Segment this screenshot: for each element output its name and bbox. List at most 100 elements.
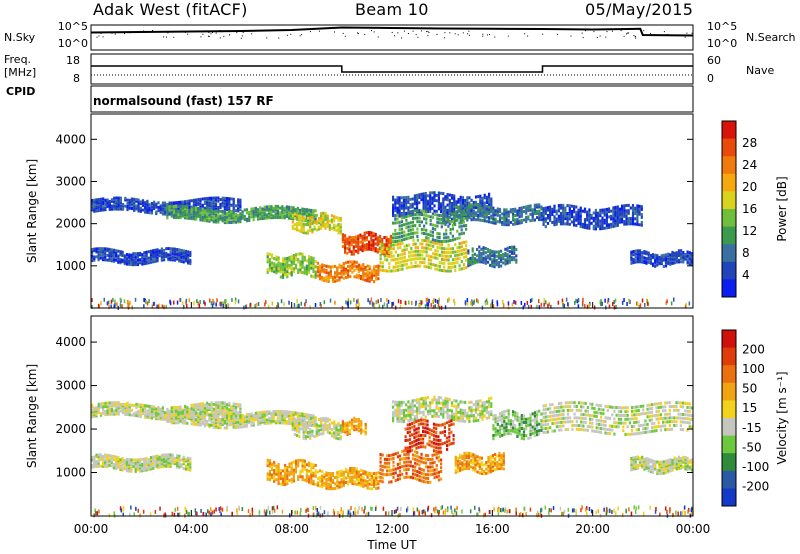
heat-cell xyxy=(181,213,184,216)
heat-cell xyxy=(310,208,313,212)
heat-cell xyxy=(296,217,299,221)
heat-cell xyxy=(360,423,363,427)
heat-cell xyxy=(579,209,582,213)
heat-cell xyxy=(440,412,443,416)
heat-cell xyxy=(398,239,401,243)
heat-cell xyxy=(398,411,401,415)
heat-cell xyxy=(261,209,264,213)
heat-cell xyxy=(627,222,630,226)
heat-cell xyxy=(146,201,149,205)
heat-cell xyxy=(217,421,220,425)
heat-cell xyxy=(680,255,683,259)
heat-cell xyxy=(252,218,255,222)
heat-cell xyxy=(353,262,356,266)
heat-cell xyxy=(119,258,122,262)
heat-cell xyxy=(682,258,685,262)
heat-cell xyxy=(328,422,331,426)
heat-cell xyxy=(315,429,318,433)
heat-cell xyxy=(172,414,176,418)
heat-cell xyxy=(224,299,226,304)
heat-cell xyxy=(214,401,218,405)
heat-cell xyxy=(193,301,195,306)
heat-cell xyxy=(284,273,287,277)
heat-cell xyxy=(296,411,299,415)
heat-cell xyxy=(479,203,482,207)
heat-cell xyxy=(188,412,191,416)
heat-cell xyxy=(355,265,358,269)
heat-cell xyxy=(257,208,260,212)
heat-cell xyxy=(456,250,459,253)
heat-cell xyxy=(347,269,350,273)
heat-cell xyxy=(281,260,285,264)
heat-cell xyxy=(426,210,430,214)
heat-cell xyxy=(442,404,445,408)
heat-cell xyxy=(303,269,306,272)
heat-cell xyxy=(112,297,114,302)
heat-cell xyxy=(631,214,635,218)
heat-cell xyxy=(254,418,257,422)
heat-cell xyxy=(290,210,293,214)
heat-cell xyxy=(110,207,114,211)
heat-cell xyxy=(492,212,495,216)
heat-cell xyxy=(199,405,202,409)
heat-cell xyxy=(586,213,589,217)
heat-cell xyxy=(157,407,160,411)
heat-cell xyxy=(161,206,164,210)
heat-cell xyxy=(505,212,508,216)
heat-cell xyxy=(150,411,153,415)
heat-cell xyxy=(414,231,417,235)
heat-cell xyxy=(621,215,624,219)
heat-cell xyxy=(636,209,639,213)
heat-cell xyxy=(170,201,173,205)
heat-cell xyxy=(119,303,122,308)
heat-cell xyxy=(478,260,481,264)
heat-cell xyxy=(504,258,507,262)
heat-cell xyxy=(370,231,373,235)
heat-cell xyxy=(270,261,274,265)
heat-cell xyxy=(544,411,547,415)
heat-cell xyxy=(119,204,122,208)
heat-cell xyxy=(468,196,471,200)
heat-cell xyxy=(370,243,373,247)
heat-cell xyxy=(305,211,308,215)
heat-cell xyxy=(429,219,432,223)
heat-cell xyxy=(302,218,305,222)
heat-cell xyxy=(314,270,317,274)
heat-cell xyxy=(485,205,488,209)
heat-cell xyxy=(599,211,602,215)
heat-cell xyxy=(122,203,125,206)
heat-cell xyxy=(192,422,195,426)
heat-cell xyxy=(398,417,401,421)
heat-cell xyxy=(284,270,287,274)
heat-cell xyxy=(493,252,496,256)
heat-cell xyxy=(420,231,423,235)
heat-cell xyxy=(433,193,436,197)
heat-cell xyxy=(197,207,200,210)
heat-cell xyxy=(399,253,402,257)
heat-cell xyxy=(407,405,410,409)
heat-cell xyxy=(459,416,462,420)
heat-cell xyxy=(284,267,287,271)
heat-cell xyxy=(270,269,274,273)
heat-cell xyxy=(366,279,369,283)
heat-cell xyxy=(512,208,515,211)
heat-cell xyxy=(527,217,530,221)
heat-cell xyxy=(489,253,492,257)
heat-cell xyxy=(195,411,198,415)
heat-cell xyxy=(520,210,523,214)
heat-cell xyxy=(425,265,428,269)
heat-cell xyxy=(263,205,266,209)
heat-cell xyxy=(381,240,384,244)
heat-cell xyxy=(429,202,432,205)
heat-cell xyxy=(509,425,512,429)
heat-cell xyxy=(522,417,526,421)
heat-cell xyxy=(601,227,604,230)
heat-cell xyxy=(186,407,189,411)
heat-cell xyxy=(157,209,160,213)
heat-cell xyxy=(97,410,100,414)
heat-cell xyxy=(423,261,426,265)
heat-cell xyxy=(110,304,112,309)
heat-cell xyxy=(396,212,399,215)
heat-cell xyxy=(401,267,404,271)
heat-cell xyxy=(529,419,532,423)
